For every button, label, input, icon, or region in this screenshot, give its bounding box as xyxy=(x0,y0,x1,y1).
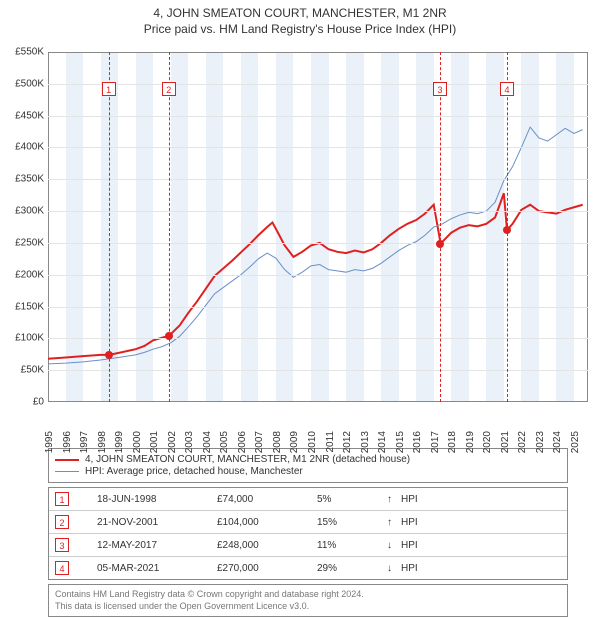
transaction-price: £74,000 xyxy=(217,494,317,505)
y-tick-label: £400K xyxy=(0,142,44,153)
marker-label: 3 xyxy=(433,82,447,96)
series-hpi xyxy=(48,127,583,364)
transaction-delta: 11% xyxy=(317,540,387,551)
y-tick-label: £250K xyxy=(0,237,44,248)
transaction-price: £104,000 xyxy=(217,517,317,528)
chart-title-sub: Price paid vs. HM Land Registry's House … xyxy=(0,22,600,36)
marker-label: 1 xyxy=(102,82,116,96)
transaction-date: 21-NOV-2001 xyxy=(97,517,217,528)
x-tick-label: 2019 xyxy=(465,431,476,461)
transaction-number: 2 xyxy=(55,515,69,529)
transaction-row: 4 05-MAR-2021£270,00029%↓HPI xyxy=(49,557,567,579)
x-tick-label: 2007 xyxy=(254,431,265,461)
x-tick-label: 2008 xyxy=(272,431,283,461)
transaction-delta: 5% xyxy=(317,494,387,505)
x-tick-label: 1995 xyxy=(44,431,55,461)
transaction-row: 1 18-JUN-1998£74,0005%↑HPI xyxy=(49,488,567,511)
y-tick-label: £500K xyxy=(0,78,44,89)
x-tick-label: 2021 xyxy=(500,431,511,461)
x-tick-label: 2005 xyxy=(219,431,230,461)
x-tick-label: 1996 xyxy=(62,431,73,461)
legend-label: HPI: Average price, detached house, Manc… xyxy=(85,466,303,477)
transaction-row: 3 12-MAY-2017£248,00011%↓HPI xyxy=(49,534,567,557)
attribution-box: Contains HM Land Registry data © Crown c… xyxy=(48,584,568,617)
transaction-delta: 15% xyxy=(317,517,387,528)
transaction-vs: HPI xyxy=(401,563,431,574)
y-tick-label: £300K xyxy=(0,206,44,217)
x-tick-label: 2022 xyxy=(517,431,528,461)
x-tick-label: 2003 xyxy=(184,431,195,461)
x-tick-label: 2024 xyxy=(552,431,563,461)
x-tick-label: 2015 xyxy=(395,431,406,461)
arrow-icon: ↓ xyxy=(387,540,401,551)
x-tick-label: 2011 xyxy=(325,431,336,461)
x-tick-label: 1997 xyxy=(79,431,90,461)
attribution-line2: This data is licensed under the Open Gov… xyxy=(55,601,561,613)
x-tick-label: 2025 xyxy=(570,431,581,461)
marker-line xyxy=(109,52,110,402)
marker-dot xyxy=(165,332,173,340)
chart-title-address: 4, JOHN SMEATON COURT, MANCHESTER, M1 2N… xyxy=(0,6,600,20)
arrow-icon: ↓ xyxy=(387,563,401,574)
marker-dot xyxy=(105,351,113,359)
x-tick-label: 2010 xyxy=(307,431,318,461)
x-tick-label: 2001 xyxy=(149,431,160,461)
x-tick-label: 2014 xyxy=(377,431,388,461)
transaction-delta: 29% xyxy=(317,563,387,574)
x-tick-label: 2018 xyxy=(447,431,458,461)
attribution-line1: Contains HM Land Registry data © Crown c… xyxy=(55,589,561,601)
legend-item: HPI: Average price, detached house, Manc… xyxy=(55,466,561,477)
y-tick-label: £100K xyxy=(0,333,44,344)
x-tick-label: 2000 xyxy=(132,431,143,461)
y-tick-label: £0 xyxy=(0,397,44,408)
transaction-date: 05-MAR-2021 xyxy=(97,563,217,574)
y-tick-label: £200K xyxy=(0,269,44,280)
transaction-price: £248,000 xyxy=(217,540,317,551)
transaction-vs: HPI xyxy=(401,517,431,528)
legend-swatch xyxy=(55,471,79,472)
x-tick-label: 2020 xyxy=(482,431,493,461)
transaction-row: 2 21-NOV-2001£104,00015%↑HPI xyxy=(49,511,567,534)
arrow-icon: ↑ xyxy=(387,494,401,505)
y-tick-label: £550K xyxy=(0,47,44,58)
x-tick-label: 2002 xyxy=(167,431,178,461)
marker-line xyxy=(440,52,441,402)
x-tick-label: 2009 xyxy=(289,431,300,461)
x-tick-label: 2012 xyxy=(342,431,353,461)
y-tick-label: £350K xyxy=(0,174,44,185)
x-tick-label: 2017 xyxy=(430,431,441,461)
y-tick-label: £50K xyxy=(0,365,44,376)
series-price_paid xyxy=(48,193,583,358)
marker-dot xyxy=(436,240,444,248)
transaction-vs: HPI xyxy=(401,540,431,551)
transaction-price: £270,000 xyxy=(217,563,317,574)
x-tick-label: 1999 xyxy=(114,431,125,461)
transaction-number: 3 xyxy=(55,538,69,552)
transactions-table: 118-JUN-1998£74,0005%↑HPI221-NOV-2001£10… xyxy=(48,487,568,580)
marker-label: 2 xyxy=(162,82,176,96)
x-tick-label: 2013 xyxy=(360,431,371,461)
x-tick-label: 2006 xyxy=(237,431,248,461)
y-tick-label: £450K xyxy=(0,110,44,121)
x-tick-label: 2004 xyxy=(202,431,213,461)
x-tick-label: 1998 xyxy=(97,431,108,461)
marker-line xyxy=(169,52,170,402)
x-tick-label: 2023 xyxy=(535,431,546,461)
marker-label: 4 xyxy=(500,82,514,96)
y-tick-label: £150K xyxy=(0,301,44,312)
price-chart: £0 £50K £100K £150K £200K £250K £300K £350K £400… xyxy=(0,42,600,442)
transaction-number: 4 xyxy=(55,561,69,575)
transaction-number: 1 xyxy=(55,492,69,506)
transaction-vs: HPI xyxy=(401,494,431,505)
marker-dot xyxy=(503,226,511,234)
arrow-icon: ↑ xyxy=(387,517,401,528)
x-tick-label: 2016 xyxy=(412,431,423,461)
transaction-date: 12-MAY-2017 xyxy=(97,540,217,551)
transaction-date: 18-JUN-1998 xyxy=(97,494,217,505)
